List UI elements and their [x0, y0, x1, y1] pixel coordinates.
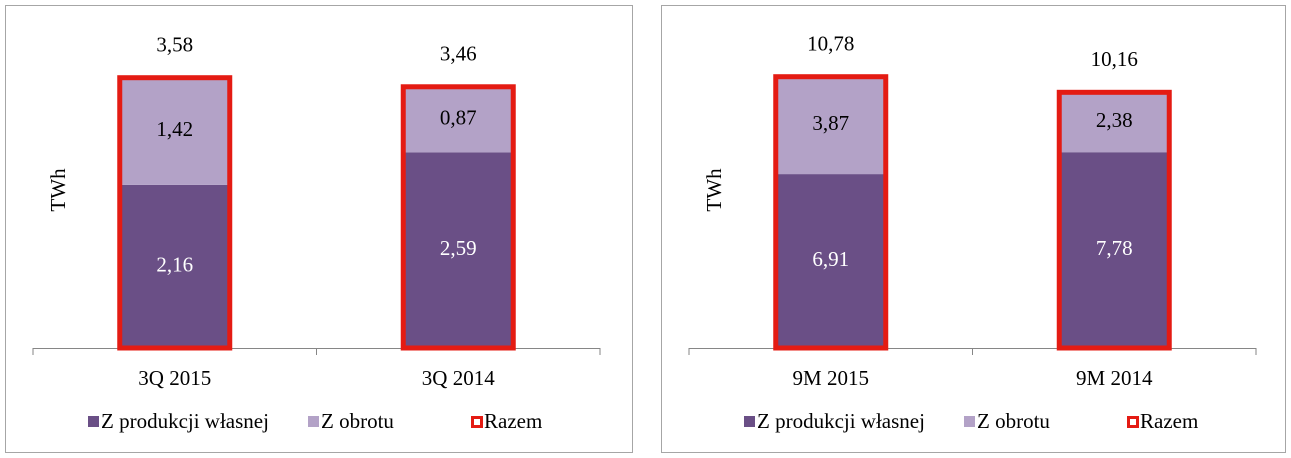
legend-label: Z produkcji własnej — [757, 409, 925, 433]
value-label: 3,58 — [156, 33, 193, 57]
value-label: 1,42 — [156, 117, 193, 141]
value-label: 6,91 — [812, 247, 849, 271]
bar-segment — [775, 76, 886, 175]
bar-segment — [119, 77, 230, 185]
legend-label: Razem — [484, 409, 542, 433]
value-label: 3,87 — [812, 111, 849, 135]
legend-marker — [1127, 416, 1139, 428]
value-label: 0,87 — [440, 105, 477, 129]
value-label: 2,59 — [440, 236, 477, 260]
total-outline — [1056, 89, 1172, 351]
value-label: 2,16 — [156, 252, 193, 276]
total-outline — [117, 75, 233, 351]
bar-segment — [1059, 152, 1170, 348]
legend-label: Razem — [1140, 409, 1198, 433]
legend-marker — [744, 416, 755, 427]
legend-label: Z produkcji własnej — [101, 409, 269, 433]
legend-marker — [471, 416, 483, 428]
legend-marker — [308, 416, 319, 427]
value-label: 10,78 — [807, 32, 854, 56]
legend-marker — [88, 416, 99, 427]
value-label: 10,16 — [1091, 47, 1138, 71]
bar-segment — [403, 86, 514, 153]
bar-segment — [1059, 92, 1170, 153]
x-tick-label: 9M 2015 — [793, 366, 869, 390]
value-label: 2,38 — [1096, 108, 1133, 132]
bar-segment — [775, 174, 886, 348]
value-label: 7,78 — [1096, 236, 1133, 260]
total-outline — [773, 74, 889, 351]
legend-label: Z obrotu — [321, 409, 394, 433]
bar-segment — [119, 184, 230, 348]
bar-segment — [403, 152, 514, 348]
panel — [661, 5, 1286, 453]
x-tick-label: 9M 2014 — [1076, 366, 1153, 390]
y-axis-label: TWh — [46, 168, 70, 212]
y-axis-label: TWh — [702, 168, 726, 212]
x-tick-label: 3Q 2015 — [138, 366, 211, 390]
legend-label: Z obrotu — [977, 409, 1050, 433]
x-tick-label: 3Q 2014 — [422, 366, 495, 390]
value-label: 3,46 — [440, 42, 477, 66]
panel — [5, 5, 633, 453]
legend-marker — [964, 416, 975, 427]
total-outline — [400, 84, 516, 351]
